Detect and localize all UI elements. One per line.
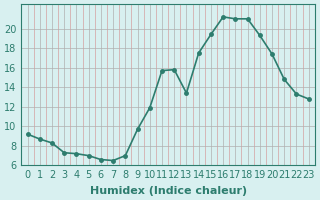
X-axis label: Humidex (Indice chaleur): Humidex (Indice chaleur) [90, 186, 247, 196]
